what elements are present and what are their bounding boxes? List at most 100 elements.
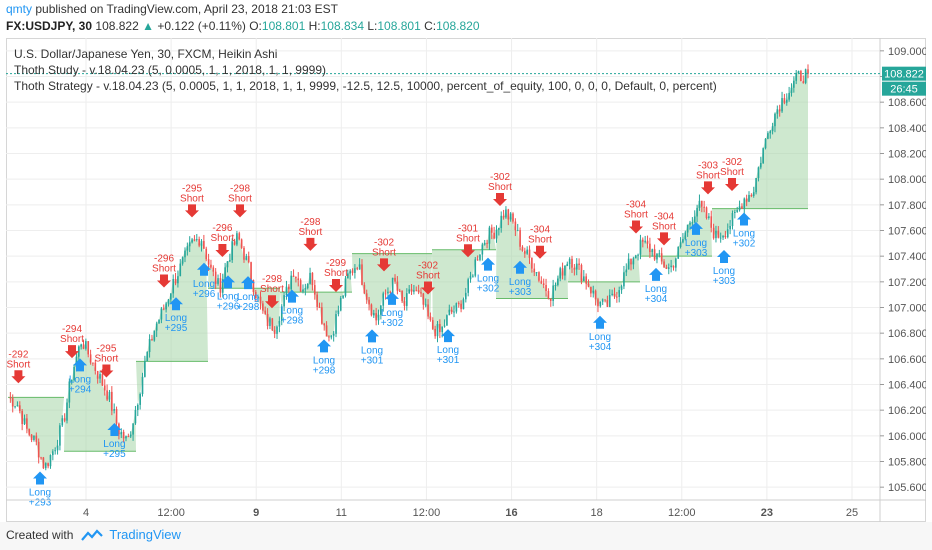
close-label: C: bbox=[424, 19, 437, 33]
candle-body bbox=[578, 263, 580, 265]
symbol-label: FX:USDJPY, 30 bbox=[6, 19, 93, 33]
candle-body bbox=[561, 268, 564, 276]
candle-body bbox=[54, 450, 57, 452]
long-pnl-label: +302 bbox=[477, 284, 500, 295]
candle-body bbox=[363, 284, 366, 294]
candle-body bbox=[214, 271, 217, 284]
candle-body bbox=[408, 289, 411, 294]
long-label: Long bbox=[733, 229, 755, 240]
short-label: Short bbox=[324, 268, 348, 279]
candle-body bbox=[722, 235, 724, 238]
candle-body bbox=[793, 80, 795, 88]
candle-body bbox=[644, 240, 646, 242]
short-arrow-icon bbox=[421, 281, 435, 295]
long-label: Long bbox=[477, 274, 499, 285]
candle-body bbox=[521, 246, 524, 251]
candle-body bbox=[453, 311, 455, 313]
candle-body bbox=[195, 239, 198, 241]
short-arrow-icon bbox=[461, 244, 475, 258]
price-tick-label: 109.000 bbox=[888, 46, 926, 58]
short-arrow-icon bbox=[99, 364, 114, 378]
candle-body bbox=[99, 374, 101, 379]
candle-body bbox=[545, 284, 547, 292]
candle-body bbox=[354, 268, 356, 273]
equity-fill-area bbox=[640, 200, 712, 269]
candle-body bbox=[797, 71, 800, 74]
open-value: 108.801 bbox=[261, 19, 306, 33]
long-label: Long bbox=[361, 345, 383, 356]
candle-body bbox=[750, 194, 753, 196]
candle-body bbox=[188, 242, 191, 247]
price-axis[interactable]: 109.000108.800108.600108.400108.200108.0… bbox=[880, 46, 928, 494]
candle-body bbox=[44, 463, 47, 469]
candle-body bbox=[549, 298, 552, 301]
long-pnl-label: +298 bbox=[281, 316, 304, 327]
low-value: 108.801 bbox=[377, 19, 421, 33]
last-price: 108.822 bbox=[95, 19, 139, 33]
candle-body bbox=[292, 275, 295, 277]
candle-body bbox=[653, 249, 656, 260]
candle-body bbox=[170, 293, 172, 300]
candle-body bbox=[309, 272, 311, 284]
candle-body bbox=[755, 178, 757, 193]
candle-body bbox=[295, 276, 297, 279]
candle-body bbox=[604, 299, 606, 301]
chart-frame[interactable]: -292 Short Long +293 -294 Short Long +294 -295 Sh… bbox=[6, 38, 928, 522]
candle-body bbox=[151, 339, 153, 341]
candle-body bbox=[443, 325, 446, 327]
candle-body bbox=[96, 370, 99, 379]
long-label: Long bbox=[589, 332, 611, 343]
ohlc-bar: FX:USDJPY, 30 108.822 ▲ +0.122 (+0.11%) … bbox=[6, 19, 480, 33]
candle-body bbox=[807, 69, 809, 74]
candle-body bbox=[802, 81, 805, 83]
time-tick-label: 4 bbox=[83, 507, 89, 519]
candle-body bbox=[236, 233, 238, 245]
candle-body bbox=[552, 285, 554, 301]
time-tick-label: 18 bbox=[591, 507, 603, 519]
footer: Created with TradingView bbox=[6, 527, 181, 542]
tradingview-logo-icon bbox=[81, 528, 104, 541]
candle-body bbox=[42, 457, 45, 469]
candle-body bbox=[625, 269, 628, 273]
candle-body bbox=[280, 306, 283, 321]
price-tick-label: 108.000 bbox=[888, 174, 926, 186]
short-label: Short bbox=[210, 233, 234, 244]
candle-body bbox=[571, 258, 573, 268]
candle-body bbox=[658, 253, 661, 255]
candle-body bbox=[606, 300, 609, 307]
long-arrow-icon bbox=[441, 329, 455, 343]
candle-body bbox=[302, 289, 304, 292]
candle-body bbox=[106, 390, 108, 400]
long-pnl-label: +295 bbox=[103, 449, 126, 460]
candle-body bbox=[113, 409, 116, 411]
time-axis[interactable]: 4 12:00 9 11 12:00 16 18 12:00 23 25 bbox=[83, 507, 858, 519]
long-arrow-icon bbox=[317, 339, 331, 353]
candle-body bbox=[387, 291, 389, 294]
candle-body bbox=[398, 290, 401, 292]
candle-body bbox=[420, 292, 422, 294]
time-tick-label: 23 bbox=[761, 507, 773, 519]
candle-body bbox=[512, 213, 514, 222]
long-label: Long bbox=[509, 277, 531, 288]
author-link[interactable]: qmty bbox=[6, 2, 33, 16]
candle-body bbox=[410, 289, 413, 292]
price-chart[interactable]: -292ShortLong+293-294ShortLong+294-295Sh… bbox=[6, 38, 928, 522]
footer-bar bbox=[0, 522, 932, 550]
short-arrow-icon bbox=[493, 193, 507, 207]
price-tick-label: 105.600 bbox=[888, 482, 926, 494]
short-arrow-icon bbox=[701, 181, 715, 195]
candle-body bbox=[127, 436, 130, 438]
long-pnl-label: +303 bbox=[509, 287, 532, 298]
candle-body bbox=[474, 259, 477, 276]
candle-body bbox=[257, 296, 259, 299]
candle-body bbox=[710, 216, 713, 228]
candle-body bbox=[80, 344, 82, 347]
short-label: Short bbox=[528, 235, 552, 246]
candle-body bbox=[92, 362, 94, 364]
equity-fill-area bbox=[136, 239, 208, 405]
tradingview-brand-link[interactable]: TradingView bbox=[109, 527, 181, 542]
short-pnl-label: -298 bbox=[262, 274, 282, 285]
candle-body bbox=[693, 216, 696, 223]
countdown-badge bbox=[882, 81, 926, 96]
candle-body bbox=[417, 290, 420, 293]
